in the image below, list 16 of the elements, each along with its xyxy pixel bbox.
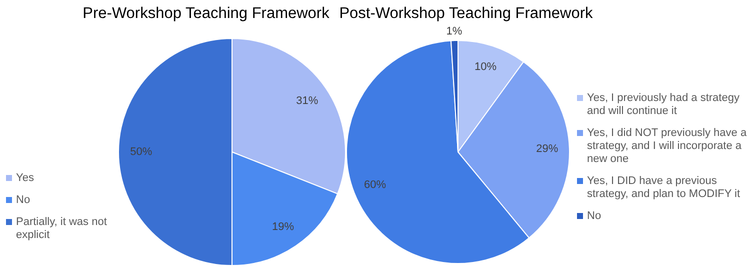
- legend-label: No: [16, 194, 30, 207]
- legend-label: Yes: [16, 172, 34, 185]
- data-label: 19%: [272, 221, 294, 234]
- data-label: 1%: [446, 26, 462, 38]
- legend-label: Yes, I previously had a strategy and will continue it: [587, 92, 740, 118]
- chart-title: Post-Workshop Teaching Framework: [339, 5, 593, 23]
- legend-label: Partially, it was not explicit: [16, 216, 108, 242]
- chart-title: Pre-Workshop Teaching Framework: [82, 5, 330, 23]
- legend-label: Yes, I did NOT previously have a strategy, and I will incorporate a new one: [587, 127, 747, 166]
- data-label: 50%: [130, 146, 152, 158]
- data-label: 10%: [474, 61, 497, 74]
- legend-label: Yes, I DID have a previous strategy, and plan to MODIFY it: [587, 175, 742, 201]
- data-label: 60%: [364, 178, 386, 191]
- legend-label: No: [587, 210, 602, 223]
- data-label: 29%: [536, 143, 558, 156]
- data-label: 31%: [296, 94, 318, 107]
